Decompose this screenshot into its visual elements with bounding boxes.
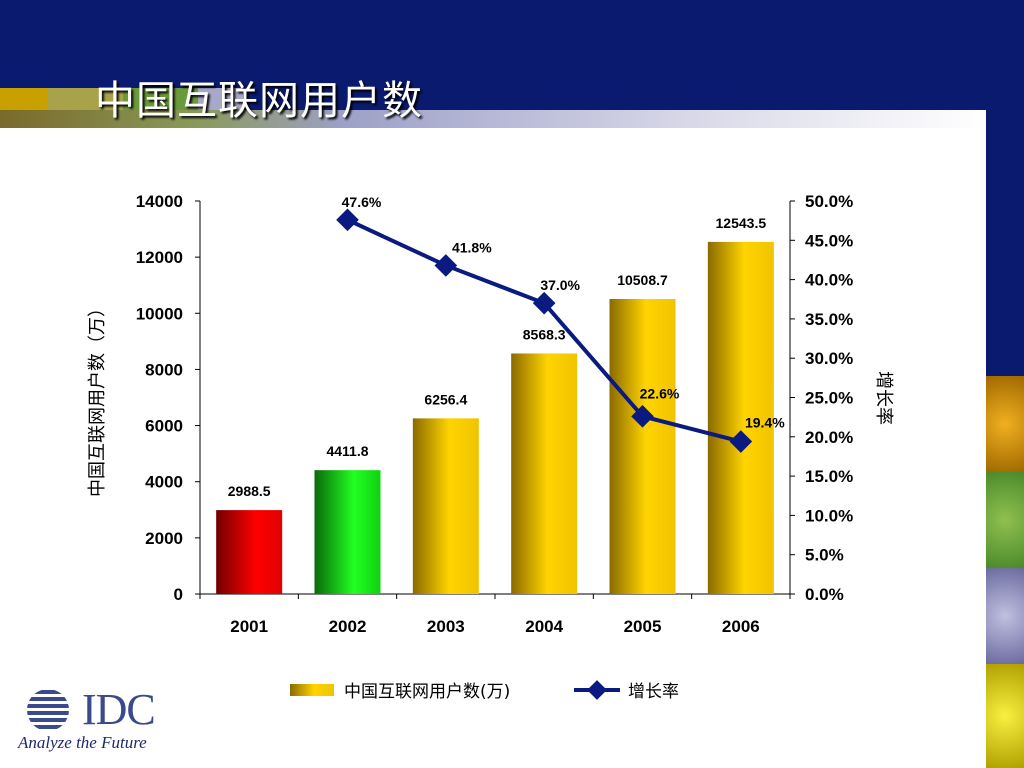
bar-2006 xyxy=(707,241,774,594)
x-tick-label: 2002 xyxy=(329,617,367,636)
x-tick-label: 2006 xyxy=(722,617,760,636)
x-tick-label: 2001 xyxy=(230,617,268,636)
growth-marker-2006 xyxy=(729,430,753,453)
y-tick-label: 14000 xyxy=(136,192,183,211)
bar-value-label: 2988.5 xyxy=(228,483,271,499)
bar-value-label: 8568.3 xyxy=(523,326,566,342)
growth-value-label: 22.6% xyxy=(640,385,680,401)
bar-2002 xyxy=(314,470,381,594)
legend-line-label: 增长率 xyxy=(628,682,679,702)
y2-tick-label: 35.0% xyxy=(805,310,853,329)
logo-tagline: Analyze the Future xyxy=(18,733,147,752)
bar-value-label: 10508.7 xyxy=(617,272,668,288)
growth-marker-2003 xyxy=(434,254,458,277)
y2-tick-label: 15.0% xyxy=(805,467,853,486)
y2-tick-label: 5.0% xyxy=(805,546,844,565)
y2-tick-label: 40.0% xyxy=(805,271,853,290)
y2-tick-label: 20.0% xyxy=(805,428,853,447)
growth-marker-2002 xyxy=(336,208,359,232)
header-gradient-strip xyxy=(0,110,986,128)
bar-2003 xyxy=(412,418,479,594)
right-decor-yellow xyxy=(986,664,1024,768)
page-title: 中国互联网用户数 xyxy=(95,78,423,124)
growth-value-label: 37.0% xyxy=(540,277,580,293)
logo-name: IDC xyxy=(82,685,156,734)
idc-logo xyxy=(18,688,78,737)
growth-value-label: 41.8% xyxy=(452,239,492,255)
bar-2004 xyxy=(511,353,578,594)
legend-bar-swatch xyxy=(290,684,334,696)
y-tick-label: 0 xyxy=(174,585,183,604)
bar-value-label: 4411.8 xyxy=(326,443,368,459)
right-decor-lavender xyxy=(986,568,1024,664)
y-tick-label: 6000 xyxy=(145,417,183,436)
y2-tick-label: 10.0% xyxy=(805,506,853,525)
bar-value-label: 12543.5 xyxy=(716,215,767,231)
growth-value-label: 19.4% xyxy=(745,415,785,431)
y-tick-label: 10000 xyxy=(136,304,183,323)
bar-2001 xyxy=(216,510,283,594)
y-tick-label: 4000 xyxy=(145,473,183,492)
x-tick-label: 2004 xyxy=(525,617,563,636)
y-tick-label: 12000 xyxy=(136,248,183,267)
y2-axis-title: 增长率 xyxy=(873,371,894,425)
growth-marker-2004 xyxy=(532,291,556,315)
right-decor-green xyxy=(986,472,1024,568)
y2-tick-label: 45.0% xyxy=(805,231,853,250)
y2-tick-label: 25.0% xyxy=(805,389,853,408)
growth-marker-2005 xyxy=(631,405,654,428)
y-tick-label: 2000 xyxy=(145,529,183,548)
y2-tick-label: 0.0% xyxy=(805,585,844,604)
growth-value-label: 47.6% xyxy=(342,194,382,210)
legend-bar-label: 中国互联网用户数(万) xyxy=(344,682,510,702)
x-tick-label: 2003 xyxy=(427,617,465,636)
bar-value-label: 6256.4 xyxy=(424,391,467,407)
y-tick-label: 8000 xyxy=(145,360,183,379)
globe-icon xyxy=(27,690,69,729)
x-tick-label: 2005 xyxy=(624,617,662,636)
right-decor-gold xyxy=(986,376,1024,472)
bar-2005 xyxy=(609,299,676,594)
y2-tick-label: 30.0% xyxy=(805,349,853,368)
legend-line-marker xyxy=(587,680,607,700)
y2-tick-label: 50.0% xyxy=(805,192,853,211)
y-axis-title: 中国互联网用户数（万） xyxy=(87,299,108,497)
